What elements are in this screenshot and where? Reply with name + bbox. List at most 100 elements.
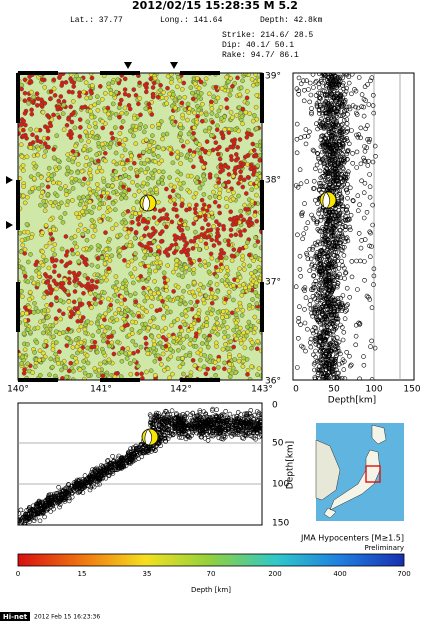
hypocenter-dot (126, 175, 132, 180)
depth-dot (334, 341, 340, 347)
hypocenter-dot (152, 168, 158, 173)
hypocenter-dot (18, 230, 23, 236)
hypocenter-dot (47, 240, 53, 246)
hypocenter-dot (135, 183, 140, 188)
depth-dot (336, 179, 341, 184)
depth-dot (328, 82, 334, 88)
depth-dot (334, 353, 339, 359)
hypocenter-dot (237, 300, 243, 306)
depth-dot (312, 360, 318, 366)
hypocenter-dot (43, 258, 49, 263)
depth-dot (368, 230, 373, 236)
hypocenter-dot (131, 160, 137, 166)
depth-dot (325, 119, 331, 124)
depth-dot (336, 154, 341, 160)
hypocenter-dot (108, 141, 114, 146)
hypocenter-dot (142, 161, 147, 166)
hypocenter-dot (219, 255, 224, 261)
hypocenter-dot (54, 133, 60, 138)
depth-dot (361, 113, 367, 119)
hypocenter-dot (201, 285, 206, 290)
cross-dot (167, 412, 173, 418)
hypocenter-dot (151, 349, 157, 355)
hypocenter-dot (156, 179, 161, 185)
hypocenter-dot (157, 231, 163, 237)
hypocenter-dot (157, 208, 163, 214)
hypocenter-dot (176, 347, 181, 353)
hypocenter-dot (247, 284, 252, 290)
hypocenter-dot (191, 164, 196, 170)
hypocenter-dot (208, 99, 214, 105)
depth-dot (335, 135, 341, 140)
hypocenter-dot (130, 179, 135, 185)
depth-dot (358, 161, 364, 167)
hypocenter-dot (138, 261, 144, 267)
depth-dot (307, 129, 312, 135)
hypocenter-dot (238, 110, 244, 116)
depth-dot (336, 82, 342, 87)
hypocenter-dot (245, 368, 251, 373)
depth-dot (318, 354, 324, 359)
hypocenter-dot (72, 289, 78, 294)
hypocenter-dot (142, 82, 148, 88)
hypocenter-dot (64, 374, 69, 380)
hypocenter-dot (168, 182, 174, 188)
hypocenter-dot (215, 288, 221, 294)
depth-dot (322, 245, 328, 250)
hypocenter-dot (240, 184, 246, 190)
hypocenter-dot (188, 85, 194, 90)
depth-dot (335, 218, 341, 223)
hypocenter-dot (42, 208, 48, 213)
depth-dot (333, 315, 339, 320)
hypocenter-dot (183, 313, 189, 319)
hypocenter-dot (191, 130, 196, 136)
depth-dot (334, 348, 340, 354)
depth-dot (307, 247, 313, 252)
hypocenter-dot (213, 140, 219, 145)
depth-dot (341, 103, 346, 108)
depth-dot (344, 204, 350, 209)
hypocenter-dot (85, 276, 91, 281)
hypocenter-dot (179, 267, 185, 272)
depth-dot (366, 102, 372, 107)
hypocenter-dot (101, 333, 107, 338)
hypocenter-dot (19, 288, 24, 294)
hypocenter-dot (19, 122, 24, 127)
depth-dot (368, 344, 373, 349)
hypocenter-dot (229, 253, 235, 259)
hypocenter-dot (102, 290, 107, 296)
hypocenter-dot (145, 175, 151, 181)
hypocenter-dot (44, 315, 50, 321)
hypocenter-dot (206, 91, 212, 97)
depth-dot (350, 103, 356, 108)
hypocenter-dot (58, 298, 63, 303)
depth-dot (349, 91, 354, 97)
depth-dot (323, 226, 329, 232)
depth-dot (323, 93, 328, 98)
hypocenter-dot (53, 316, 59, 321)
hypocenter-dot (93, 191, 99, 197)
hypocenter-dot (229, 258, 235, 264)
hypocenter-dot (156, 122, 161, 127)
hypocenter-dot (209, 111, 215, 116)
hypocenter-dot (173, 237, 178, 242)
hypocenter-dot (104, 324, 110, 330)
hypocenter-dot (231, 247, 237, 252)
depth-dot (297, 304, 302, 310)
hypocenter-dot (174, 84, 180, 90)
hypocenter-dot (243, 333, 249, 339)
depth-dot (329, 233, 335, 238)
hypocenter-dot (168, 347, 173, 352)
depth-dot (329, 84, 334, 90)
hypocenter-dot (20, 311, 26, 316)
hypocenter-dot (230, 222, 236, 227)
hypocenter-dot (134, 371, 140, 377)
hypocenter-dot (129, 214, 134, 219)
hypocenter-dot (82, 205, 87, 211)
depth-dot (340, 80, 346, 86)
depth-dot (322, 233, 328, 238)
hypocenter-dot (224, 74, 229, 80)
hypocenter-dot (252, 243, 258, 248)
depth-dot (319, 343, 325, 349)
depth-dot (327, 287, 333, 293)
